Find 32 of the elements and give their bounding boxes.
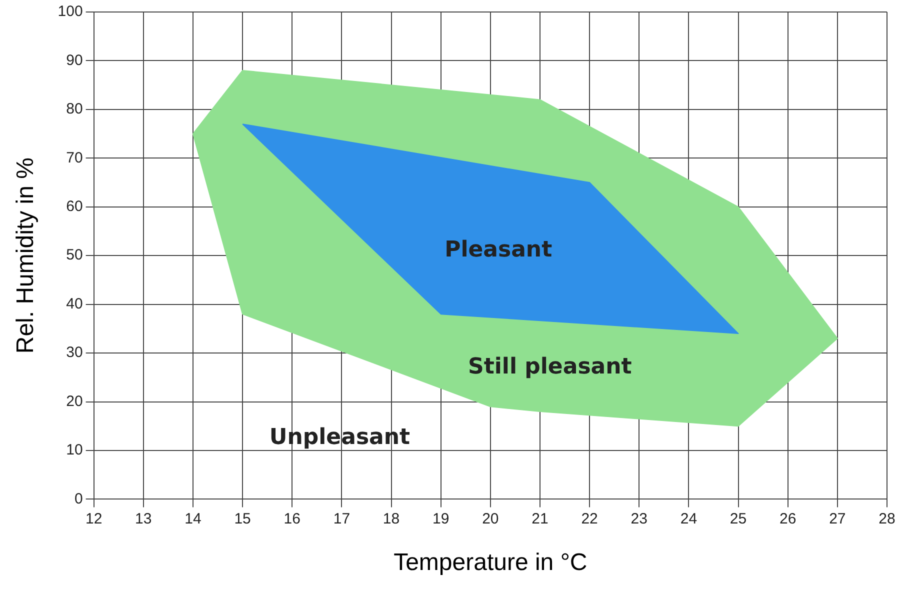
y-tick-label: 30	[66, 344, 83, 362]
x-tick-label: 14	[184, 510, 202, 528]
x-tick-label: 28	[878, 510, 896, 528]
x-tick-label: 17	[333, 510, 350, 528]
x-axis-title: Temperature in °C	[394, 549, 588, 576]
x-tick-label: 24	[680, 510, 698, 528]
y-tick-label: 100	[58, 3, 83, 20]
y-tick-label: 50	[66, 246, 83, 264]
y-tick-label: 90	[66, 52, 83, 69]
x-tick-label: 27	[829, 510, 846, 528]
x-tick-label: 16	[284, 510, 300, 528]
x-tick-label: 22	[581, 510, 598, 528]
y-tick-label: 60	[66, 198, 83, 216]
x-tick-label: 13	[135, 510, 152, 528]
annotation: Still pleasant	[468, 354, 632, 380]
x-tick-label: 26	[780, 510, 796, 528]
annotation: Pleasant	[444, 237, 553, 262]
x-tick-label: 18	[382, 510, 400, 528]
x-tick-label: 21	[532, 510, 548, 528]
y-tick-label: 70	[66, 149, 83, 166]
y-tick-label: 40	[66, 295, 83, 312]
x-tick-label: 12	[85, 510, 102, 528]
y-tick-label: 80	[66, 100, 83, 118]
x-tick-label: 15	[234, 510, 251, 528]
x-tick-label: 20	[482, 510, 499, 528]
y-tick-label: 20	[66, 392, 83, 410]
x-tick-label: 19	[432, 510, 450, 528]
x-tick-label: 25	[730, 510, 747, 528]
x-tick-label: 23	[630, 510, 648, 528]
y-tick-label: 10	[66, 442, 83, 459]
y-tick-label: 0	[74, 490, 83, 508]
y-axis-title: Rel. Humidity in %	[12, 158, 40, 354]
